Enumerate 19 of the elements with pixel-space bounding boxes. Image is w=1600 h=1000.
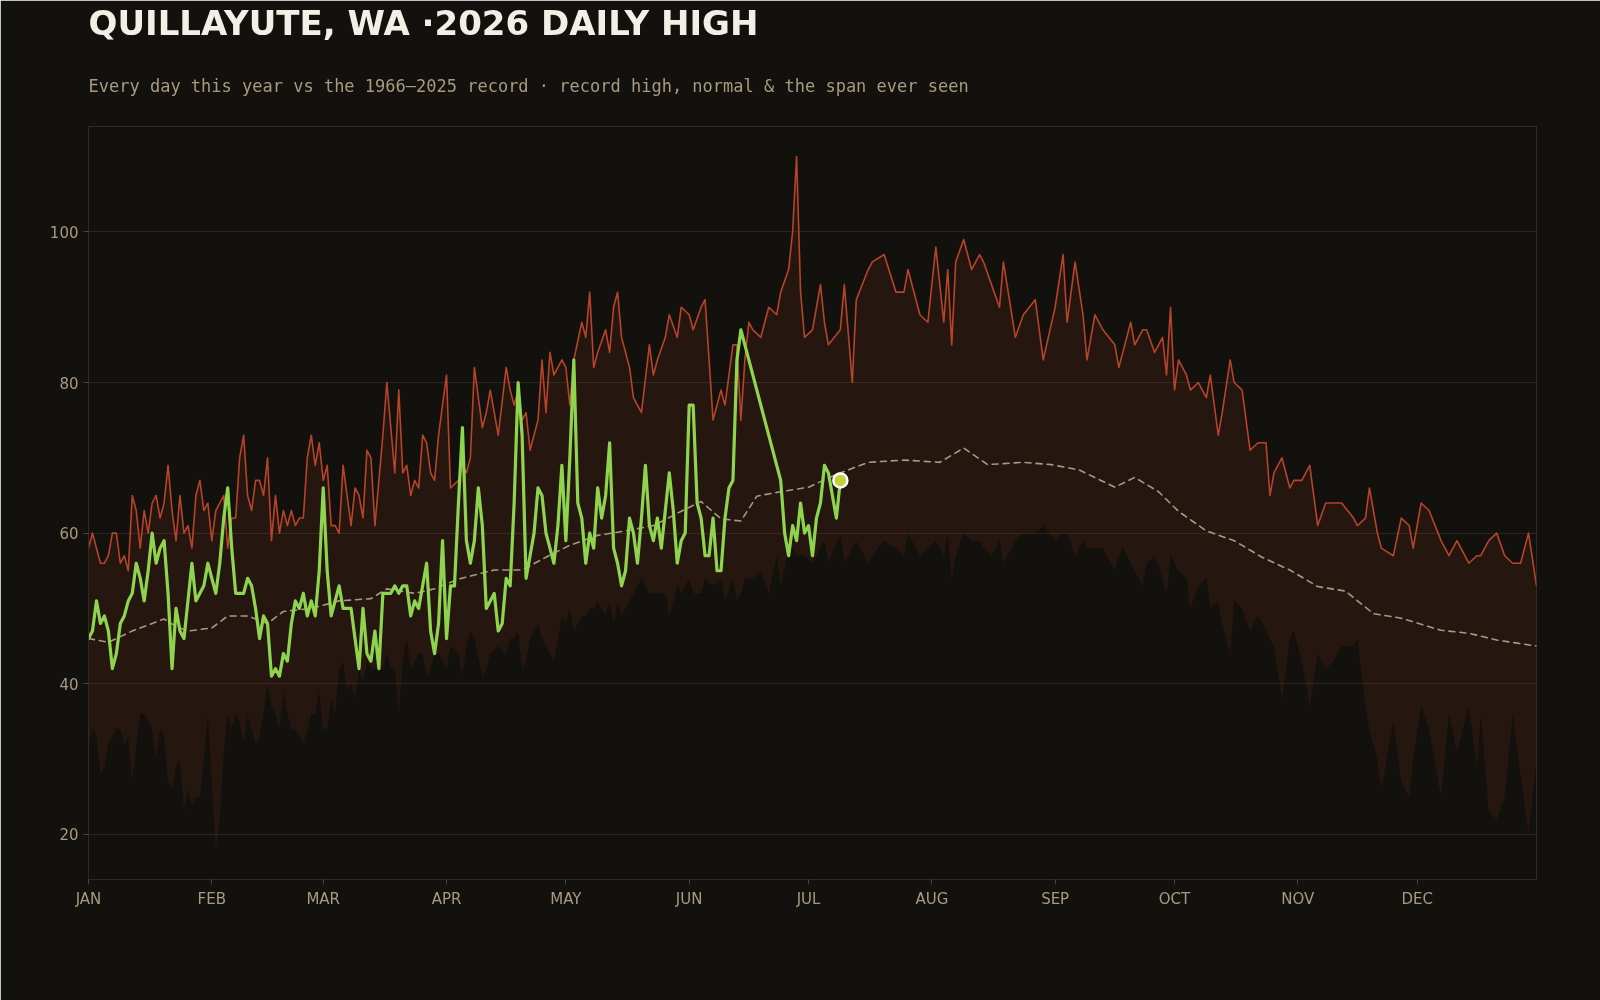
x-tick-label: JUN: [674, 889, 703, 908]
x-tick-label: JAN: [74, 889, 102, 908]
y-tick-label: 100: [49, 223, 79, 242]
y-tick-label: 60: [59, 525, 79, 544]
chart-title: QUILLAYUTE, WA ·2026 DAILY HIGH: [88, 2, 759, 43]
x-tick-label: JUL: [795, 889, 822, 908]
x-tick-label: NOV: [1281, 889, 1316, 908]
x-tick-label: APR: [431, 889, 462, 908]
x-tick-label: MAR: [306, 889, 341, 908]
x-tick-label: OCT: [1158, 889, 1192, 908]
x-tick-label: AUG: [915, 889, 949, 908]
y-tick-label: 80: [59, 374, 79, 393]
x-tick-label: DEC: [1401, 889, 1433, 908]
x-tick-label: FEB: [197, 889, 227, 908]
x-tick-label: MAY: [550, 889, 583, 908]
y-tick-label: 20: [59, 826, 79, 845]
chart-subtitle: Every day this year vs the 1966–2025 record · record high, normal & the span ever seen: [88, 75, 969, 96]
x-tick-label: SEP: [1041, 889, 1070, 908]
y-tick-label: 40: [59, 675, 79, 694]
